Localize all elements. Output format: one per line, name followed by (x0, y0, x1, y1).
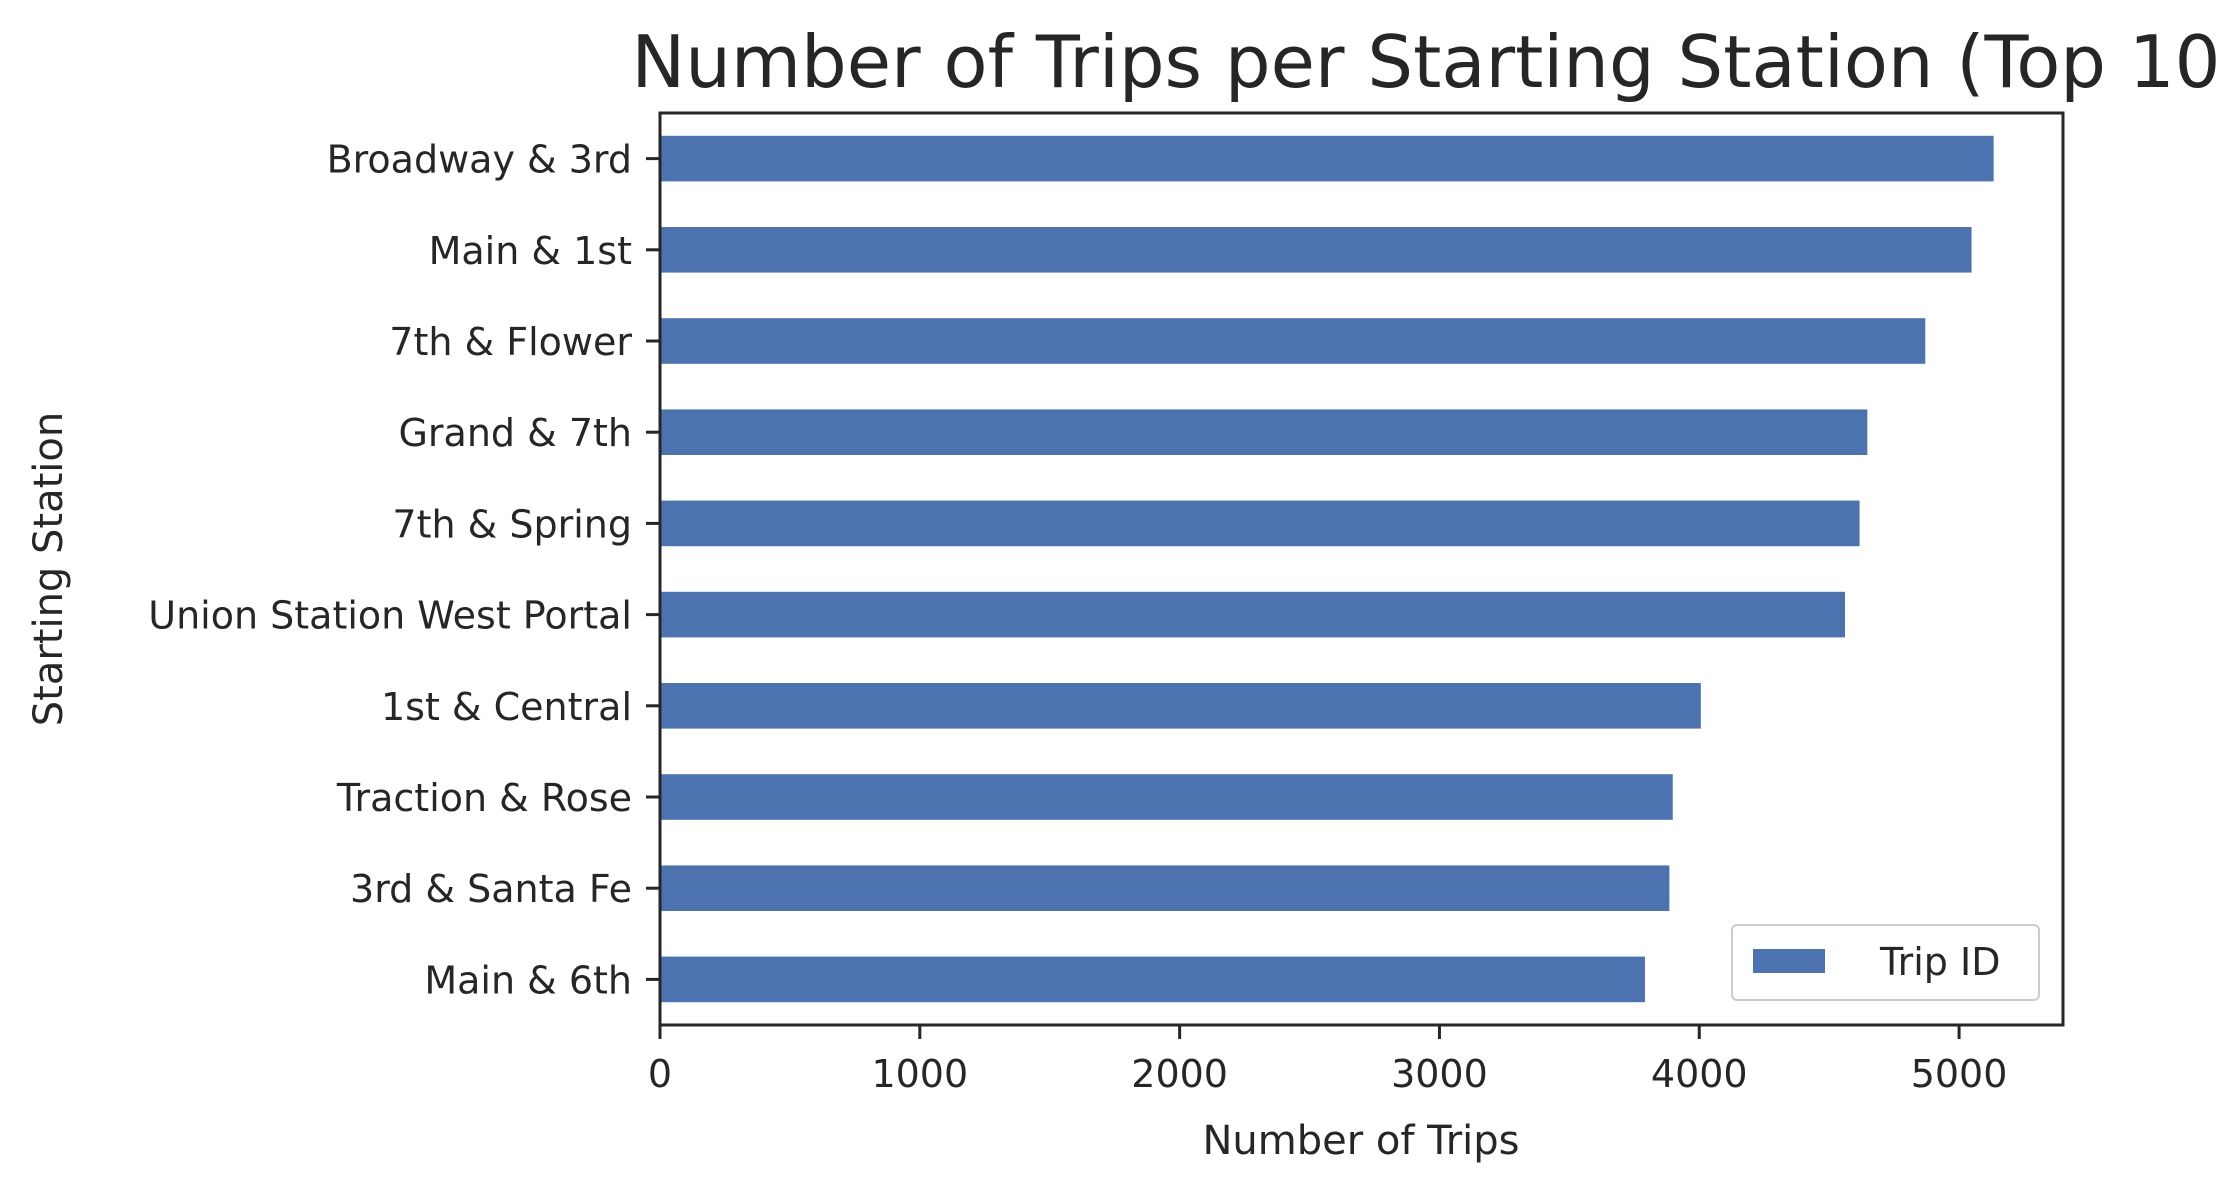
x-axis-label: Number of Trips (1202, 1118, 1519, 1164)
y-tick-label: Main & 6th (424, 958, 632, 1002)
y-axis-ticks: Broadway & 3rd Main & 1st 7th & Flower Gran… (148, 138, 660, 1002)
bar (660, 135, 1994, 182)
plot-frame (658, 111, 2065, 1027)
x-tick-label: 1000 (871, 1052, 968, 1096)
bar (660, 591, 1846, 638)
bars-group (660, 135, 1994, 1003)
y-tick-label: 3rd & Santa Fe (350, 867, 632, 911)
x-tick-label: 3000 (1391, 1052, 1488, 1096)
y-tick-label: Main & 1st (429, 229, 632, 273)
bar (660, 409, 1868, 455)
y-tick-label: 1st & Central (381, 685, 632, 729)
y-tick-label: Broadway & 3rd (327, 138, 632, 182)
bar (660, 774, 1673, 820)
x-tick-label: 5000 (1911, 1052, 2008, 1096)
x-axis-ticks: 0 1000 2000 3000 4000 5000 (648, 1025, 2008, 1096)
x-tick-label: 0 (648, 1052, 672, 1096)
bar (660, 956, 1645, 1003)
legend-label-trip-id: Trip ID (1879, 940, 2000, 984)
y-tick-label: 7th & Flower (389, 320, 632, 364)
legend: Trip ID (1731, 924, 2040, 1001)
legend-swatch-trip-id (1753, 949, 1825, 973)
bar (660, 500, 1860, 547)
bar (660, 683, 1701, 729)
bar (660, 865, 1670, 911)
y-tick-label: Union Station West Portal (148, 594, 632, 638)
bar (660, 318, 1926, 364)
y-tick-label: Grand & 7th (398, 411, 632, 455)
x-tick-label: 2000 (1131, 1052, 1228, 1096)
chart-title: Number of Trips per Starting Station (To… (631, 20, 2220, 104)
bar (660, 227, 1972, 273)
legend-box (1731, 924, 2040, 1001)
y-tick-label: 7th & Spring (392, 502, 632, 546)
y-axis-label: Starting Station (26, 412, 72, 727)
y-tick-label: Traction & Rose (336, 776, 632, 820)
x-tick-label: 4000 (1651, 1052, 1748, 1096)
